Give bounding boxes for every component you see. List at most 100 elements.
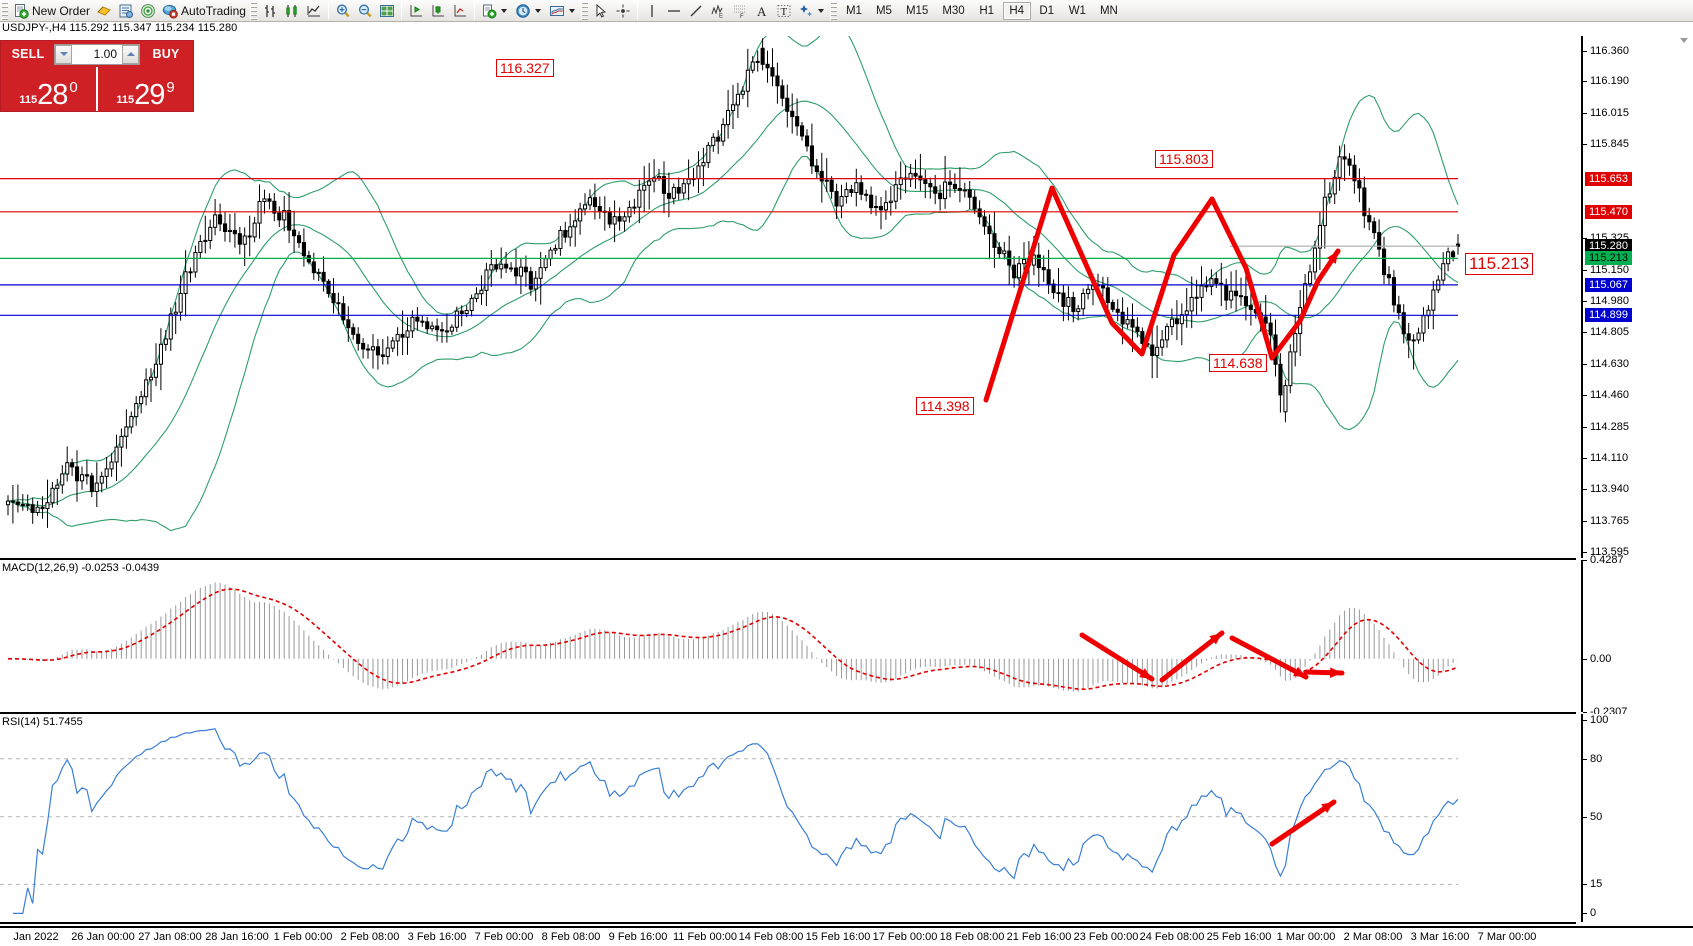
cursor-button[interactable] (590, 1, 612, 21)
auto-scroll-button[interactable] (427, 1, 449, 21)
zoom-out-button[interactable] (354, 1, 376, 21)
templates-dropdown-arrow[interactable] (568, 3, 577, 19)
price-tick-label: 113.765 (1590, 514, 1629, 527)
zoom-out-icon (358, 4, 372, 17)
periods-dropdown-arrow[interactable] (534, 3, 543, 19)
time-tick-label: 14 Feb 08:00 (738, 931, 804, 943)
sell-button[interactable]: 115 28 0 (1, 67, 96, 111)
vertical-line-button[interactable] (641, 1, 663, 21)
chart-scroll-arrow[interactable] (1680, 38, 1691, 46)
timeframe-button-m5[interactable]: M5 (875, 4, 892, 17)
price-tick (1583, 489, 1587, 491)
chart-shift-button[interactable] (449, 1, 471, 21)
timeframe-button-m15[interactable]: M15 (905, 4, 929, 17)
timeframe-button-h4[interactable]: H4 (1002, 1, 1031, 20)
rsi-tick-label: 100 (1590, 714, 1609, 726)
volume-input[interactable]: 1.00 (93, 47, 117, 61)
resistance-line-115653[interactable]: 115.653 (1585, 171, 1632, 186)
price-tick-label: 114.805 (1590, 326, 1629, 339)
time-tick-label: 7 Mar 00:00 (1477, 931, 1537, 943)
elliott-wave-button[interactable]: E (707, 1, 729, 21)
tile-windows-icon (379, 4, 394, 17)
toolbar-grip-3[interactable] (580, 1, 588, 20)
indicators-button[interactable] (478, 1, 512, 21)
time-tick-label: 25 Feb 16:00 (1206, 931, 1272, 943)
toolbar-grip-4[interactable] (829, 1, 837, 20)
objects-button[interactable] (795, 1, 829, 21)
tile-windows-button[interactable] (376, 1, 398, 21)
timeframe-button-m30[interactable]: M30 (942, 4, 965, 17)
shift-end-icon (410, 4, 422, 16)
templates-icon (549, 5, 564, 16)
expert-advisor-button[interactable] (93, 1, 115, 21)
time-axis[interactable]: Jan 2022 26 Jan 00:00 27 Jan 08:00 28 Jan 1… (0, 926, 1693, 946)
support-line-115213[interactable]: 115.213 (1585, 251, 1632, 266)
price-tick-label: 113.940 (1590, 483, 1629, 496)
price-tick (1583, 300, 1587, 302)
candlestick-chart-button[interactable] (281, 1, 303, 21)
time-tick-label: 3 Mar 16:00 (1410, 931, 1470, 943)
one-click-trading-controls: SELL 1.00 BUY (1, 41, 193, 67)
svg-text:F: F (740, 13, 744, 18)
volume-increase-button[interactable] (122, 44, 139, 64)
svg-text:A: A (757, 4, 767, 19)
toolbar-grip[interactable] (1, 1, 8, 20)
line-chart-icon (307, 5, 320, 16)
current-price-label[interactable]: 115.280 (1585, 239, 1632, 254)
templates-button[interactable] (546, 1, 580, 21)
level-line-114899[interactable]: 114.899 (1585, 308, 1632, 323)
macd-tick-label: 0.00 (1590, 652, 1612, 665)
text-label-button[interactable]: T (773, 1, 795, 21)
buy-label: BUY (152, 47, 180, 61)
toolbar-separator-3 (473, 2, 475, 19)
trendline-button[interactable] (685, 1, 707, 21)
price-axis[interactable]: 116.360 116.190 116.015 115.845 115.325 115.1… (1581, 36, 1693, 558)
indicators-dropdown-arrow[interactable] (500, 3, 509, 19)
buy-button[interactable]: 115 29 9 (96, 67, 193, 111)
timeframe-button-mn[interactable]: MN (1099, 4, 1118, 17)
chart-window[interactable]: USDJPY-,H4 115.292 115.347 115.234 115.2… (0, 22, 1693, 946)
volume-decrease-button[interactable] (55, 44, 72, 64)
line-chart-button[interactable] (303, 1, 325, 21)
horizontal-line-button[interactable] (663, 1, 685, 21)
shift-end-button[interactable] (405, 1, 427, 21)
sell-label: SELL (11, 47, 45, 61)
signals-button[interactable] (137, 1, 159, 21)
time-tick-label: 15 Feb 16:00 (805, 931, 871, 943)
timeframe-button-h1[interactable]: H1 (979, 4, 995, 17)
toolbar-grip-2[interactable] (249, 1, 257, 20)
macd-chart-pane[interactable] (0, 560, 1576, 712)
resistance-line-115470[interactable]: 115.470 (1585, 204, 1632, 219)
price-tick-label: 116.015 (1590, 107, 1629, 120)
time-tick-label: 18 Feb 08:00 (939, 931, 1005, 943)
time-tick-label: 3 Feb 16:00 (407, 931, 467, 943)
timeframe-button-d1[interactable]: D1 (1039, 4, 1055, 17)
zoom-in-button[interactable] (332, 1, 354, 21)
timeframe-button-w1[interactable]: W1 (1068, 4, 1086, 17)
new-order-button[interactable]: New Order (10, 1, 93, 21)
rsi-chart-pane[interactable] (0, 714, 1576, 922)
timeframe-button-m1[interactable]: M1 (845, 4, 862, 17)
fibonacci-button[interactable]: F (729, 1, 751, 21)
periods-button[interactable] (512, 1, 546, 21)
symbol-quote-line: USDJPY-,H4 115.292 115.347 115.234 115.2… (2, 22, 238, 34)
rsi-tick-label: 15 (1590, 878, 1603, 891)
level-line-115067[interactable]: 115.067 (1585, 277, 1632, 292)
rsi-tick (1583, 913, 1587, 915)
price-tick (1583, 143, 1587, 145)
text-button[interactable]: A (751, 1, 773, 21)
crosshair-button[interactable] (612, 1, 634, 21)
candlestick-chart-icon (286, 4, 297, 17)
autotrading-button[interactable]: AutoTrading (159, 1, 249, 21)
one-click-trading-panel[interactable]: SELL 1.00 BUY 115 28 0 115 29 9 (0, 40, 194, 112)
volume-stepper[interactable]: 1.00 (54, 43, 140, 65)
price-chart-pane[interactable] (0, 36, 1576, 558)
bar-chart-button[interactable] (259, 1, 281, 21)
price-tick-label: 114.110 (1590, 452, 1629, 465)
price-tick (1583, 520, 1587, 522)
price-tick-label: 116.360 (1590, 44, 1629, 57)
objects-dropdown-arrow[interactable] (817, 3, 826, 19)
annotation-115803: 115.803 (1155, 150, 1213, 168)
auto-scroll-icon (432, 4, 444, 16)
data-window-button[interactable] (115, 1, 137, 21)
